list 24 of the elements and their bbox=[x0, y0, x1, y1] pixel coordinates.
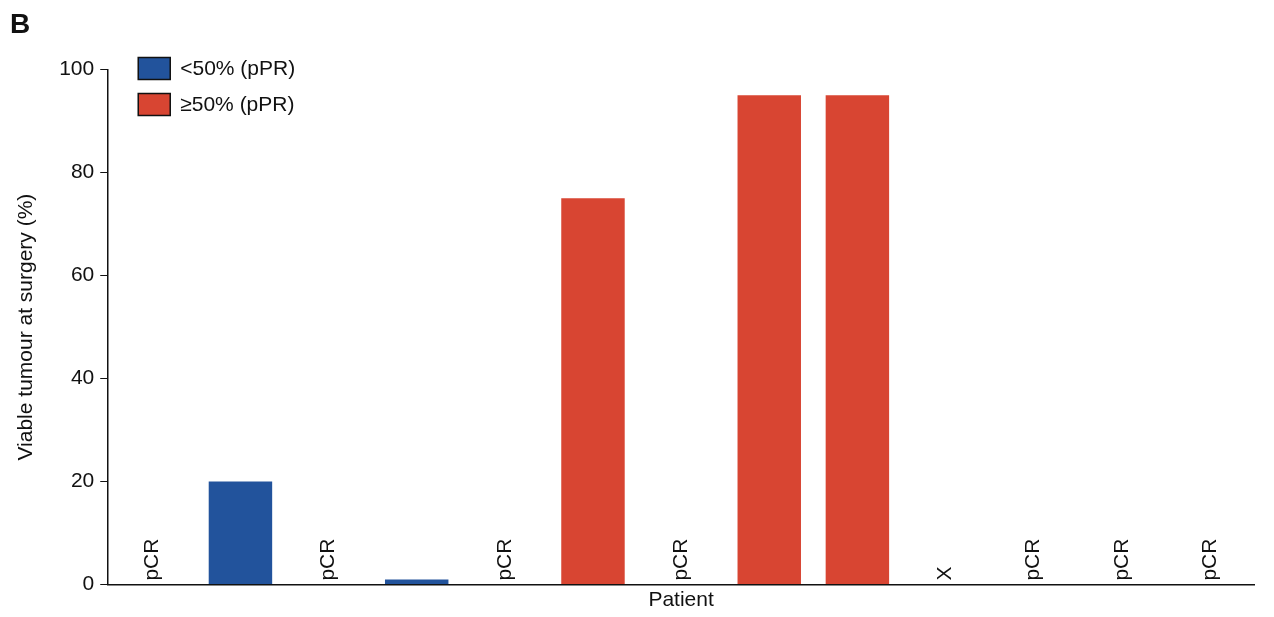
y-axis-title: Viable tumour at surgery (%) bbox=[13, 193, 37, 461]
bar bbox=[561, 198, 625, 585]
data-label: pCR bbox=[1196, 538, 1220, 581]
legend-label: ≥50% (pPR) bbox=[180, 92, 295, 116]
x-axis-title: Patient bbox=[648, 587, 714, 611]
data-label: pCR bbox=[491, 538, 515, 581]
bar bbox=[737, 95, 801, 585]
data-label: pCR bbox=[315, 538, 339, 581]
data-label: pCR bbox=[667, 538, 691, 581]
y-tick-label: 60 bbox=[70, 262, 95, 286]
data-label: pCR bbox=[139, 538, 163, 581]
data-label: pCR bbox=[1108, 538, 1132, 581]
bar bbox=[384, 579, 449, 585]
y-tick-label: 40 bbox=[70, 365, 95, 389]
bar bbox=[825, 95, 890, 585]
y-tick-label: 20 bbox=[70, 468, 95, 492]
bar bbox=[208, 481, 273, 585]
y-tick-label: 80 bbox=[70, 159, 95, 183]
data-label: pCR bbox=[1020, 538, 1044, 581]
y-tick-label: 100 bbox=[59, 56, 95, 80]
chart-title: B bbox=[10, 7, 31, 39]
y-tick-label: 0 bbox=[82, 571, 95, 595]
data-label: X bbox=[932, 566, 956, 581]
legend-label: <50% (pPR) bbox=[180, 56, 296, 80]
